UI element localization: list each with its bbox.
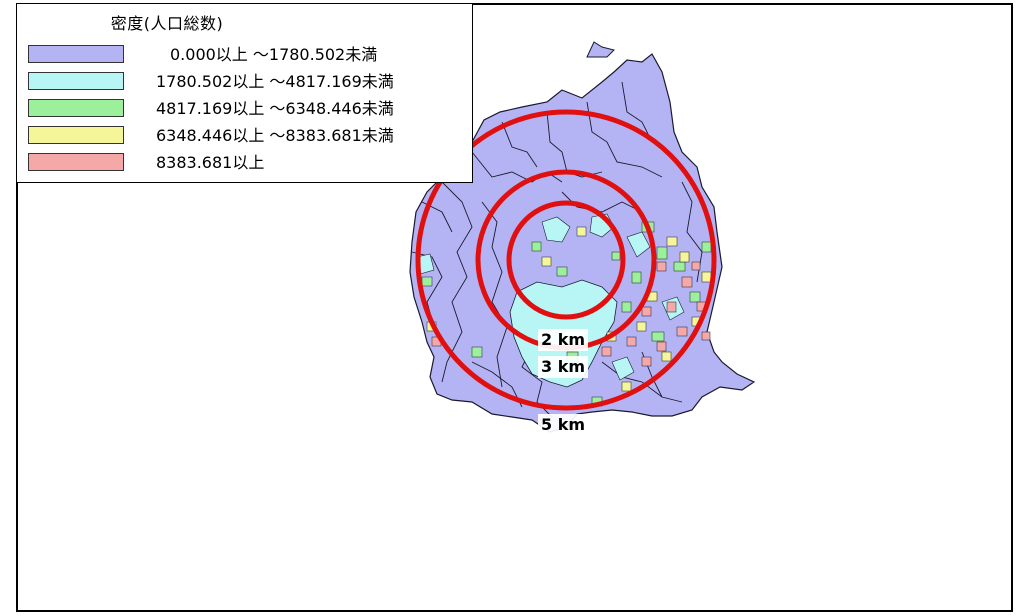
- legend-title: 密度(人口総数): [110, 14, 224, 33]
- municipality-region-outline: [409, 53, 756, 433]
- legend-item: 0.000以上 〜1780.502未満: [28, 44, 468, 66]
- density-zone-red: [431, 261, 711, 367]
- legend-swatch: [28, 126, 124, 144]
- ring-label-3km: 3 km: [538, 356, 589, 378]
- legend-item: 6348.446以上 〜8383.681未満: [28, 125, 468, 147]
- region-base: [409, 41, 756, 433]
- legend-swatch: [28, 72, 124, 90]
- map-frame[interactable]: [16, 3, 1013, 612]
- legend-swatch: [28, 45, 124, 63]
- legend-item: 8383.681以上: [28, 152, 468, 174]
- ring-label-5km: 5 km: [538, 414, 589, 436]
- legend-swatch: [28, 99, 124, 117]
- legend-label: 8383.681以上: [156, 153, 265, 172]
- legend-item: 4817.169以上 〜6348.446未満: [28, 98, 468, 120]
- legend-label: 6348.446以上 〜8383.681未満: [156, 126, 394, 145]
- ring-5km: [415, 109, 717, 411]
- ring-2km: [506, 200, 626, 320]
- legend-label: 0.000以上 〜1780.502未満: [170, 45, 378, 64]
- legend-label: 1780.502以上 〜4817.169未満: [156, 72, 394, 91]
- ring-label-2km: 2 km: [538, 329, 589, 351]
- north-lobe: [586, 41, 615, 58]
- legend: 密度(人口総数) 0.000以上 〜1780.502未満 1780.502以上 …: [16, 3, 473, 183]
- legend-swatch: [28, 153, 124, 171]
- legend-item: 1780.502以上 〜4817.169未満: [28, 71, 468, 93]
- legend-label: 4817.169以上 〜6348.446未満: [156, 99, 394, 118]
